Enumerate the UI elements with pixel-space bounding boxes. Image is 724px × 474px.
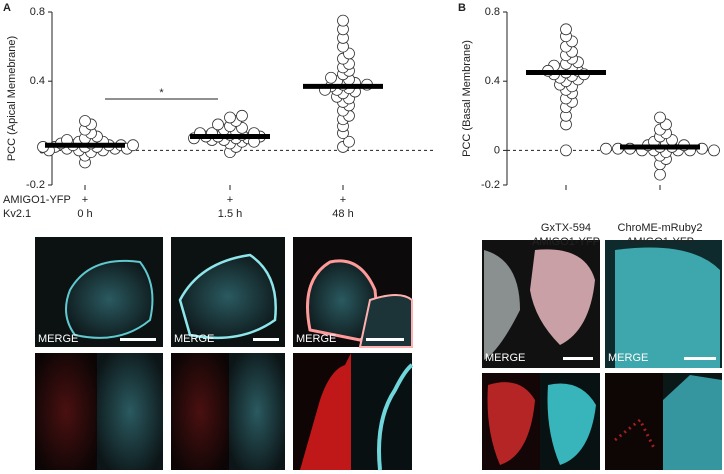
data-point	[236, 109, 248, 122]
cell	[377, 363, 414, 471]
y-tick-label: -0.2	[26, 179, 45, 191]
cell	[358, 294, 413, 348]
image	[605, 373, 663, 470]
cell	[547, 383, 596, 465]
significance-label: *	[159, 87, 164, 99]
data-point	[600, 142, 612, 155]
data-point	[560, 144, 572, 157]
y-tick-label: 0	[494, 144, 500, 156]
x-tick-label: ChroME-mRuby2	[618, 222, 703, 234]
scale-bar	[684, 357, 716, 360]
data-point	[560, 23, 572, 36]
x-tick-label: AMIGO1-YFP	[626, 236, 694, 248]
cell	[65, 259, 154, 339]
x-tick-label: +	[340, 194, 346, 206]
image	[351, 353, 412, 470]
panel-label: B	[458, 2, 466, 14]
y-tick-label: 0.4	[30, 75, 45, 87]
y-axis-label: PCC (Apical Memebrane)	[6, 36, 18, 161]
image	[171, 353, 229, 470]
image-label: MERGE	[608, 352, 648, 364]
cell	[484, 250, 520, 360]
y-tick-label: 0.8	[30, 6, 45, 18]
scale-bar	[120, 338, 156, 341]
x-tick-label: +	[82, 194, 88, 206]
scale-bar	[563, 357, 593, 360]
image	[97, 353, 163, 470]
image-label: MERGE	[174, 333, 214, 345]
row-label: Kv2.1	[3, 208, 31, 220]
cell	[300, 353, 351, 470]
data-point	[212, 118, 224, 131]
cell	[615, 247, 720, 368]
image-label: MERGE	[485, 352, 525, 364]
y-tick-label: 0.4	[485, 75, 500, 87]
cell	[487, 382, 535, 465]
row-label: AMIGO1-YFP	[3, 194, 71, 206]
cell	[614, 417, 657, 451]
x-tick-label: 0 h	[77, 208, 92, 220]
panel-label: A	[3, 2, 11, 14]
data-point	[325, 71, 337, 84]
cell	[663, 375, 722, 470]
image	[229, 353, 285, 470]
x-tick-label: +	[227, 194, 233, 206]
scale-bar	[253, 338, 279, 341]
image	[35, 353, 97, 470]
y-axis-label: PCC (Basal Membrane)	[461, 40, 473, 157]
x-tick-label: GxTX-594	[541, 222, 591, 234]
scale-bar	[366, 338, 404, 341]
y-tick-label: -0.2	[481, 179, 500, 191]
data-point	[79, 115, 91, 127]
x-tick-label: 1.5 h	[218, 208, 242, 220]
cell	[530, 249, 595, 345]
y-tick-label: 0.8	[485, 6, 500, 18]
image-label: MERGE	[38, 333, 78, 345]
data-point	[127, 139, 139, 152]
cell	[178, 253, 277, 340]
data-point	[343, 135, 355, 148]
x-tick-label: 48 h	[332, 208, 353, 220]
x-tick-label: AMIGO1-YFP	[532, 236, 600, 248]
micrographs: MERGE MERGE MERGE MERGE MERGE	[35, 237, 722, 471]
image-label: MERGE	[296, 333, 336, 345]
data-point	[654, 111, 666, 124]
data-point	[654, 168, 666, 181]
data-point	[337, 14, 349, 27]
data-point	[708, 144, 720, 157]
data-point	[224, 111, 236, 124]
